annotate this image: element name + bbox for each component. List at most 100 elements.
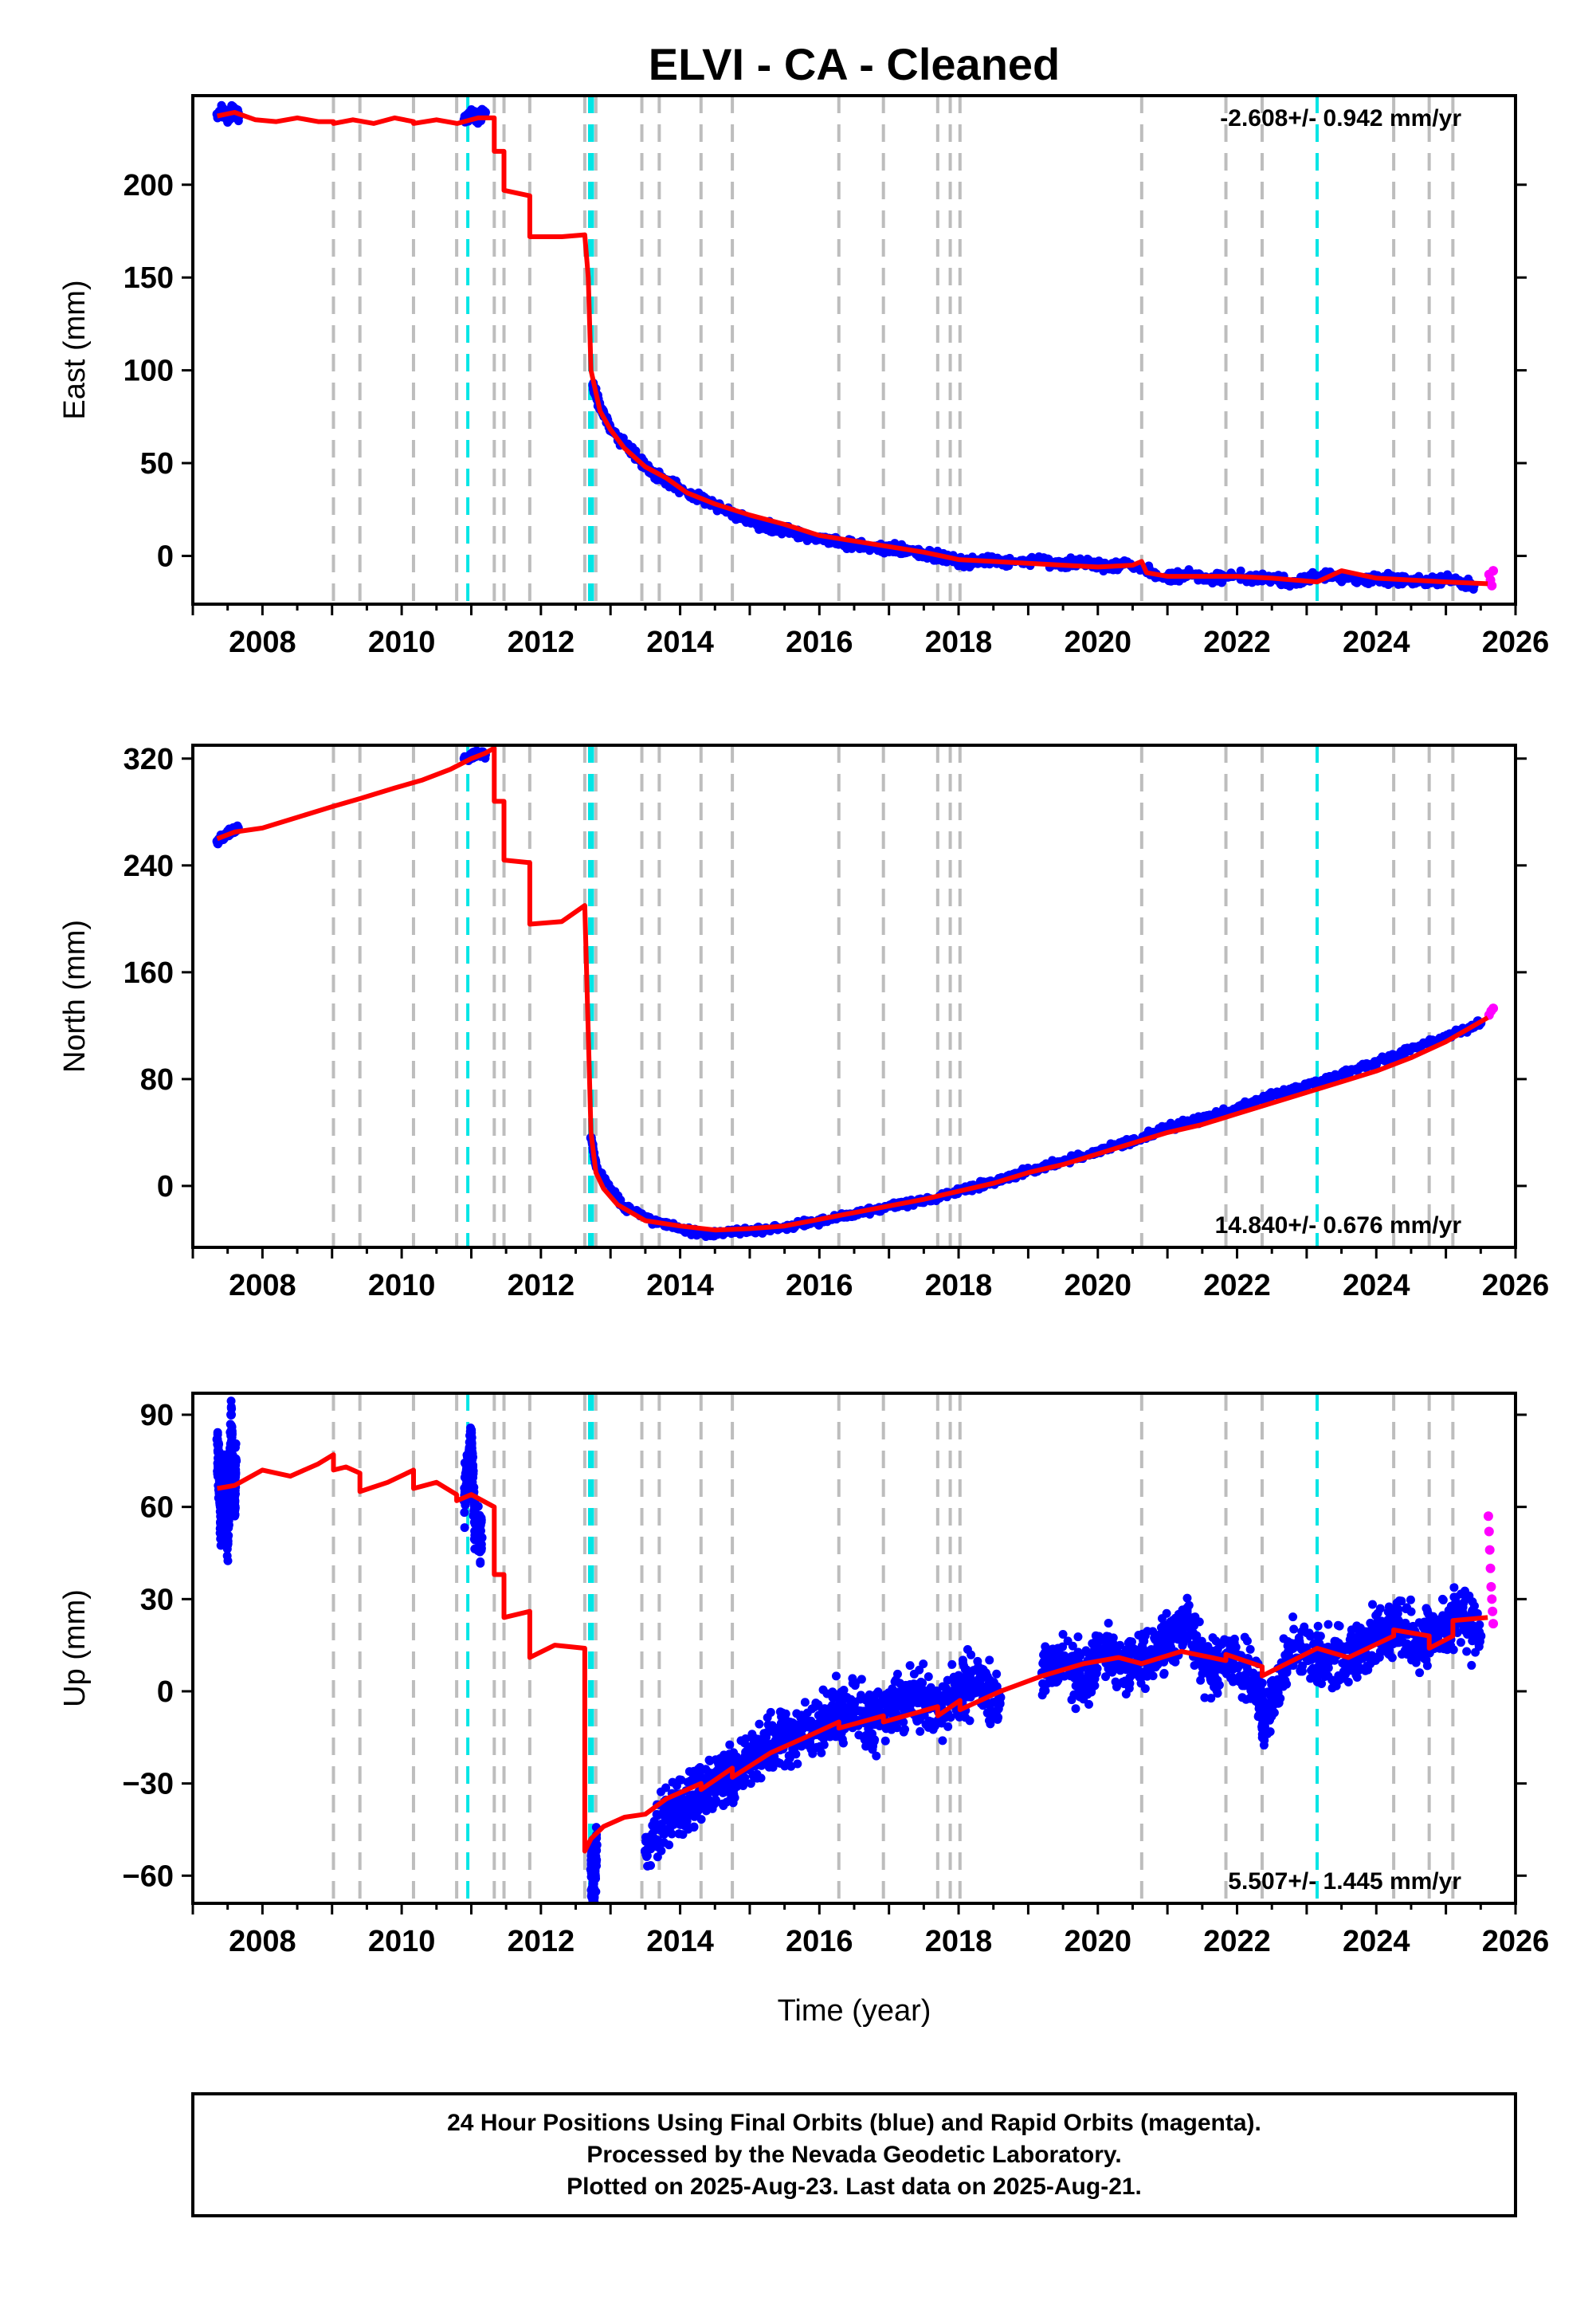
east-final-orbit-sample [1027, 552, 1037, 562]
up-final-orbit-sample [1083, 1690, 1092, 1699]
up-final-orbit-sample [669, 1816, 678, 1825]
up-final-orbit-sample [768, 1741, 778, 1750]
east-y-tick-label-4: 200 [124, 169, 174, 202]
east-y-tick-label-0: 0 [157, 540, 174, 573]
up-final-orbit-sample [1073, 1632, 1083, 1642]
up-final-orbit-sample [230, 1455, 240, 1464]
north-y-tick-label-2: 160 [124, 956, 174, 990]
up-final-orbit-sample [1136, 1679, 1146, 1688]
up-final-orbit-sample [1156, 1623, 1166, 1632]
up-final-orbit-sample [1083, 1682, 1092, 1691]
up-final-orbit-sample [230, 1489, 240, 1498]
up-final-orbit-sample [880, 1736, 890, 1746]
up-final-orbit-sample [684, 1795, 694, 1804]
up-final-orbit-sample [214, 1460, 223, 1470]
up-final-orbit-cloud [213, 1396, 1484, 1913]
up-final-orbit-sample [832, 1706, 841, 1715]
up-final-orbit-sample [667, 1804, 676, 1814]
up-final-orbit-sample [473, 1544, 483, 1553]
up-final-orbit-sample [1084, 1699, 1094, 1709]
up-final-orbit-sample [994, 1713, 1003, 1722]
up-final-orbit-sample [802, 1716, 812, 1726]
up-final-orbit-sample [1166, 1643, 1175, 1652]
up-final-orbit-sample [885, 1695, 895, 1705]
up-final-orbit-sample [819, 1740, 829, 1749]
up-final-orbit-sample [1143, 1647, 1152, 1657]
up-final-orbit-sample [589, 1904, 598, 1913]
up-final-orbit-sample [963, 1645, 972, 1655]
north-x-tick-label-5: 2018 [925, 1269, 993, 1302]
up-final-orbit-sample [1041, 1686, 1050, 1695]
up-final-orbit-sample [1176, 1620, 1186, 1630]
up-final-orbit-sample [959, 1661, 969, 1671]
up-final-orbit-sample [1159, 1668, 1169, 1678]
up-final-orbit-sample [835, 1698, 845, 1707]
up-final-orbit-sample [976, 1667, 986, 1676]
up-plot-area [212, 1393, 1499, 1913]
up-final-orbit-sample [892, 1723, 902, 1733]
up-final-orbit-sample [985, 1655, 994, 1665]
north-y-tick-label-1: 80 [140, 1063, 174, 1097]
east-y-tick-label-1: 50 [140, 447, 174, 481]
up-final-orbit-sample [739, 1738, 749, 1748]
up-final-orbit-sample [1110, 1659, 1120, 1669]
up-final-orbit-sample [1094, 1632, 1104, 1641]
up-final-orbit-sample [846, 1710, 856, 1720]
up-final-orbit-sample [1071, 1681, 1080, 1691]
up-final-orbit-sample [589, 1864, 598, 1874]
up-final-orbit-sample [223, 1556, 233, 1565]
north-rapid-orbit-point-2 [1488, 1003, 1499, 1014]
up-final-orbit-sample [1061, 1657, 1071, 1667]
up-final-orbit-sample [800, 1698, 810, 1707]
up-final-orbit-sample [789, 1726, 798, 1735]
up-final-orbit-sample [870, 1735, 880, 1745]
north-final-orbit-sample [1428, 1035, 1437, 1045]
up-final-orbit-sample [469, 1482, 478, 1491]
east-final-orbit-sample [712, 506, 722, 516]
east-x-tick-label-8: 2024 [1343, 626, 1410, 659]
east-final-orbit-sample [1236, 566, 1245, 575]
up-final-orbit-sample [1133, 1668, 1143, 1678]
up-final-orbit-sample [1068, 1651, 1077, 1661]
up-final-orbit-sample [955, 1680, 965, 1690]
north-frame [191, 744, 1517, 1249]
up-final-orbit-sample [873, 1698, 882, 1708]
up-final-orbit-sample [1047, 1678, 1057, 1687]
up-final-orbit-sample [460, 1508, 469, 1518]
up-final-orbit-sample [892, 1669, 902, 1679]
up-final-orbit-sample [731, 1780, 741, 1789]
up-final-orbit-sample [708, 1804, 717, 1813]
up-final-orbit-sample [914, 1690, 923, 1699]
east-final-orbit-sample [628, 442, 637, 452]
up-final-orbit-sample [992, 1669, 1002, 1679]
north-x-tick-label-2: 2012 [508, 1269, 575, 1302]
up-final-orbit-sample [915, 1698, 924, 1707]
up-final-orbit-sample [728, 1752, 738, 1761]
up-final-orbit-sample [905, 1661, 915, 1671]
up-final-orbit-sample [773, 1757, 782, 1767]
east-plot-area [212, 96, 1499, 604]
up-final-orbit-sample [1104, 1618, 1113, 1628]
up-final-orbit-sample [711, 1796, 720, 1805]
north-final-orbit-sample [1375, 1055, 1385, 1065]
east-x-tick-label-5: 2018 [925, 626, 993, 659]
up-final-orbit-sample [1171, 1657, 1180, 1667]
up-final-orbit-sample [915, 1665, 924, 1675]
up-final-orbit-sample [1108, 1633, 1118, 1643]
east-x-tick-label-9: 2026 [1482, 626, 1550, 659]
east-rapid-orbit-point-2 [1487, 580, 1497, 591]
north-final-orbit-sample [1346, 1065, 1355, 1074]
up-final-orbit-sample [227, 1422, 237, 1431]
east-final-orbit-sample [1084, 556, 1093, 566]
up-final-orbit-sample [690, 1812, 700, 1821]
up-final-orbit-sample [643, 1861, 653, 1871]
north-y-tick-label-3: 240 [124, 850, 174, 883]
north-final-orbit-sample [751, 1228, 760, 1238]
up-final-orbit-sample [675, 1802, 684, 1812]
up-final-orbit-sample [982, 1671, 992, 1681]
up-final-orbit-sample [808, 1749, 818, 1758]
north-final-orbit-sample [705, 1231, 715, 1240]
east-final-orbit-cloud [213, 100, 1478, 594]
north-final-orbit-sample [1106, 1139, 1116, 1149]
up-final-orbit-sample [771, 1730, 781, 1739]
